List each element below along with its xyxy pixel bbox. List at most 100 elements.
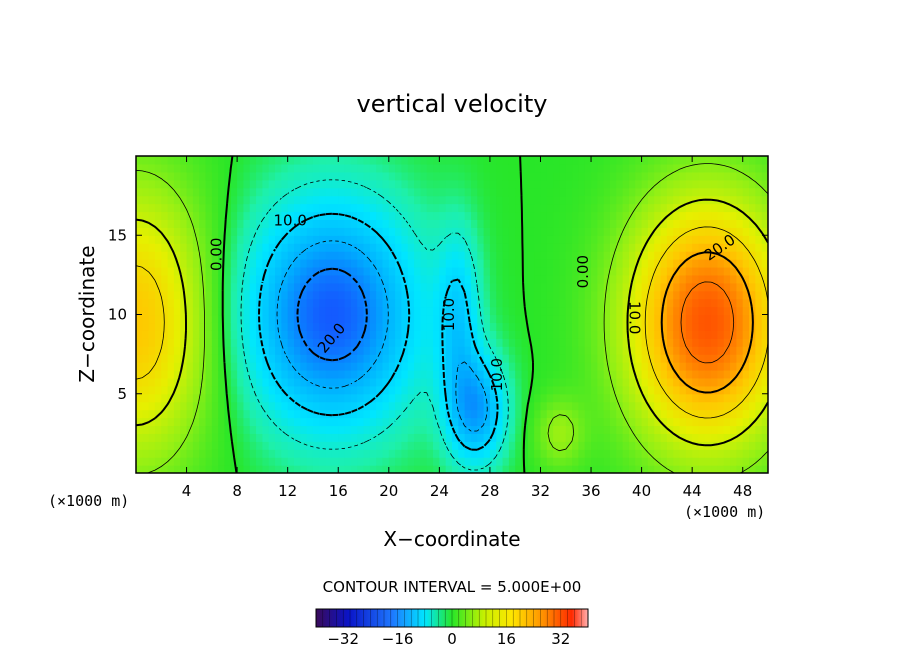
heatmap-cell <box>635 465 643 473</box>
heatmap-cell <box>742 219 750 228</box>
heatmap-cell <box>470 385 478 395</box>
heatmap-cell <box>325 195 333 205</box>
heatmap-cell <box>395 385 403 395</box>
heatmap-cell <box>692 417 700 427</box>
heatmap-cell <box>502 369 510 379</box>
heatmap-cell <box>540 203 548 213</box>
heatmap-cell <box>692 259 700 268</box>
heatmap-cell <box>761 314 768 324</box>
heatmap-cell <box>458 203 466 213</box>
heatmap-cell <box>420 393 428 403</box>
heatmap-cell <box>401 195 409 205</box>
heatmap-cell <box>704 251 712 260</box>
heatmap-cell <box>439 457 447 466</box>
heatmap-cell <box>464 298 472 308</box>
heatmap-cell <box>256 227 263 236</box>
heatmap-cell <box>515 227 523 236</box>
heatmap-cell <box>192 219 200 228</box>
heatmap-cell <box>211 377 219 387</box>
heatmap-cell <box>685 251 693 260</box>
heatmap-cell <box>464 377 472 387</box>
heatmap-cell <box>723 425 731 434</box>
heatmap-cell <box>723 290 731 300</box>
heatmap-cell <box>755 401 763 411</box>
heatmap-cell <box>489 187 497 197</box>
heatmap-cell <box>306 195 314 205</box>
heatmap-cell <box>331 211 339 220</box>
heatmap-cell <box>610 235 617 244</box>
heatmap-cell <box>331 179 339 189</box>
heatmap-cell <box>350 282 358 292</box>
heatmap-cell <box>338 465 346 473</box>
heatmap-cell <box>376 401 384 411</box>
heatmap-cell <box>470 354 478 363</box>
heatmap-cell <box>161 441 169 450</box>
heatmap-cell <box>534 179 542 189</box>
heatmap-cell <box>287 259 295 268</box>
heatmap-cell <box>180 211 188 220</box>
heatmap-cell <box>647 243 655 252</box>
heatmap-cell <box>742 187 750 197</box>
heatmap-cell <box>420 203 428 213</box>
heatmap-cell <box>287 266 295 276</box>
heatmap-cell <box>287 179 295 189</box>
heatmap-cell <box>641 290 649 300</box>
heatmap-cell <box>622 298 630 308</box>
heatmap-cell <box>666 156 674 165</box>
heatmap-cell <box>350 417 358 427</box>
heatmap-cell <box>628 393 636 403</box>
heatmap-cell <box>483 362 491 371</box>
heatmap-cell <box>559 179 567 189</box>
heatmap-cell <box>755 290 763 300</box>
heatmap-cell <box>736 195 744 205</box>
heatmap-cell <box>287 227 295 236</box>
heatmap-cell <box>331 251 339 260</box>
heatmap-cell <box>749 203 756 213</box>
heatmap-cell <box>237 433 245 442</box>
heatmap-cell <box>445 235 453 244</box>
heatmap-cell <box>268 227 276 236</box>
heatmap-cell <box>508 171 516 181</box>
heatmap-cell <box>603 251 611 260</box>
heatmap-cell <box>325 290 333 300</box>
heatmap-cell <box>230 171 238 181</box>
heatmap-cell <box>148 259 156 268</box>
heatmap-cell <box>698 163 706 173</box>
heatmap-cell <box>641 203 649 213</box>
heatmap-cell <box>142 156 150 165</box>
heatmap-cell <box>275 354 282 363</box>
heatmap-cell <box>312 306 320 316</box>
heatmap-cell <box>628 163 636 173</box>
heatmap-cell <box>420 314 428 324</box>
heatmap-cell <box>161 385 169 395</box>
heatmap-cell <box>275 322 282 331</box>
heatmap-cell <box>660 227 668 236</box>
heatmap-cell <box>275 251 282 260</box>
heatmap-cell <box>628 369 636 379</box>
contour-line <box>221 156 534 473</box>
heatmap-cell <box>685 171 693 181</box>
heatmap-cell <box>388 195 396 205</box>
heatmap-cell <box>673 195 681 205</box>
heatmap-cell <box>331 425 339 434</box>
heatmap-cell <box>458 306 466 316</box>
heatmap-cell <box>249 354 257 363</box>
heatmap-cell <box>660 401 668 411</box>
heatmap-cell <box>344 235 352 244</box>
heatmap-cell <box>711 298 719 308</box>
heatmap-cell <box>692 219 700 228</box>
heatmap-cell <box>407 457 415 466</box>
heatmap-cell <box>407 211 415 220</box>
heatmap-cell <box>331 187 339 197</box>
heatmap-cell <box>154 163 162 173</box>
heatmap-cell <box>224 354 232 363</box>
heatmap-cell <box>249 266 257 276</box>
heatmap-cell <box>445 433 453 442</box>
heatmap-cell <box>641 187 649 197</box>
heatmap-cell <box>458 219 466 228</box>
heatmap-cell <box>717 346 725 355</box>
heatmap-cell <box>591 163 598 173</box>
heatmap-cell <box>369 227 377 236</box>
heatmap-cell <box>161 203 169 213</box>
heatmap-cell <box>294 203 301 213</box>
